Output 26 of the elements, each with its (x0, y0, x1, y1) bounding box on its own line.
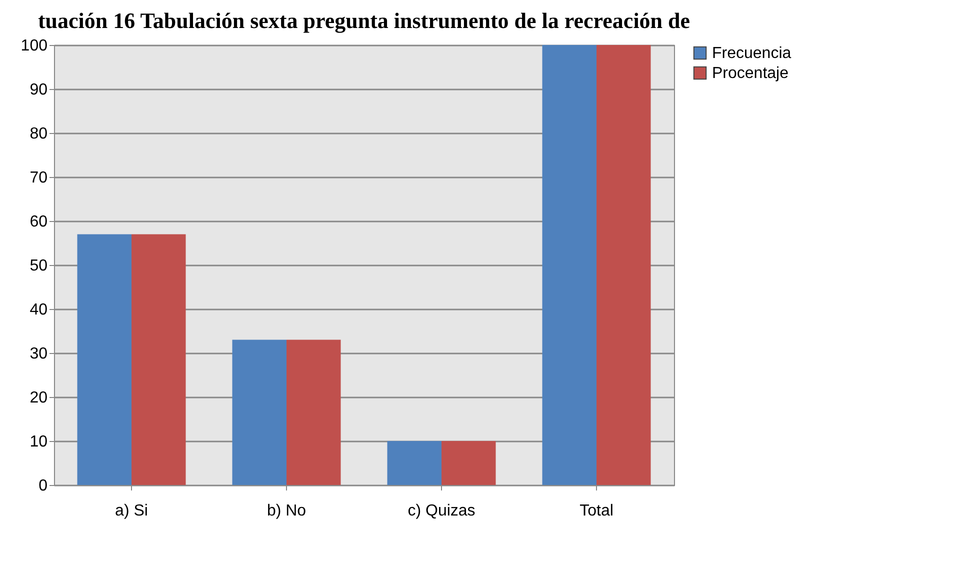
bar (77, 234, 132, 485)
x-tick-label: b) No (266, 502, 306, 520)
bar (442, 441, 496, 485)
y-tick-label: 100 (20, 38, 48, 54)
legend-label: Frecuencia (712, 45, 792, 62)
y-tick-label: 0 (38, 478, 48, 494)
y-tick-label: 40 (30, 302, 48, 318)
y-tick-label: 60 (30, 214, 48, 230)
x-tick-label: Total (580, 502, 614, 520)
chart-title: tuación 16 Tabulación sexta pregunta instrumento de la recreación de (38, 8, 690, 33)
y-tick-label: 70 (30, 170, 48, 186)
legend-label: Procentaje (712, 65, 789, 82)
y-tick-label: 20 (30, 390, 48, 406)
x-tick-label: a) Si (115, 502, 148, 520)
y-tick-label: 30 (30, 346, 48, 362)
bar (596, 45, 651, 485)
y-tick-label: 50 (30, 258, 48, 274)
x-tick-label: c) Quizas (408, 502, 476, 520)
bar (286, 340, 341, 485)
bar (387, 441, 442, 485)
bar (132, 234, 186, 485)
y-tick-label: 10 (30, 434, 48, 450)
bar (542, 45, 596, 485)
bar (232, 340, 286, 485)
y-tick-label: 90 (30, 82, 48, 98)
y-tick-label: 80 (30, 126, 48, 142)
